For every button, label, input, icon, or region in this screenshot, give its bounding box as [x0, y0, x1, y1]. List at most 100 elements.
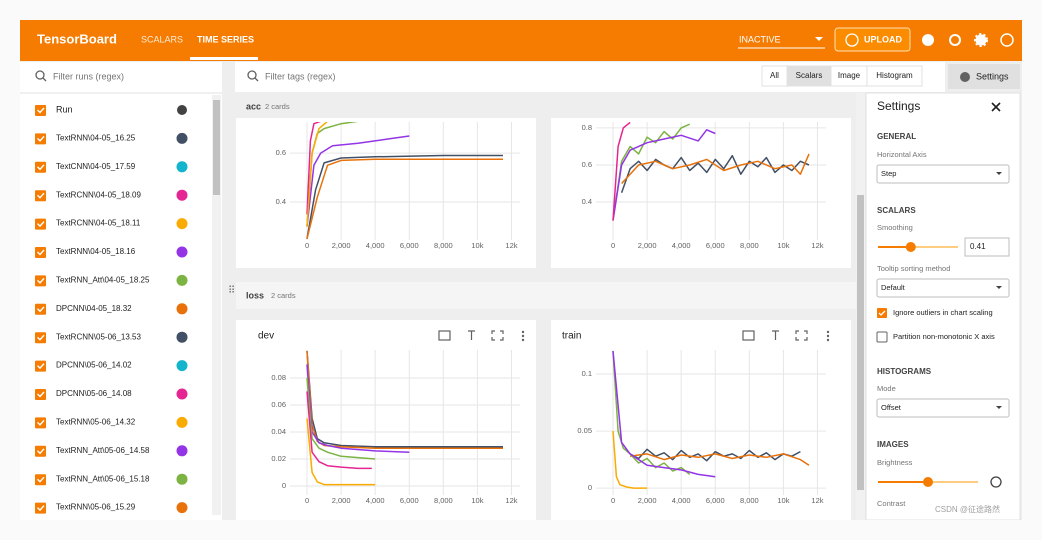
- run-color[interactable]: [176, 360, 188, 372]
- checkbox-checked[interactable]: [35, 275, 46, 287]
- x-tick-label: 8,000: [434, 496, 453, 505]
- x-tick-label: 4,000: [366, 496, 385, 505]
- pin-icon[interactable]: [772, 330, 779, 340]
- checkbox-checked[interactable]: [35, 360, 46, 372]
- run-name: DPCNN\05-06_14.08: [56, 389, 132, 398]
- reload-icon[interactable]: [949, 34, 961, 46]
- run-filter[interactable]: Filter runs (regex): [53, 71, 124, 81]
- fit-icon[interactable]: [438, 330, 451, 341]
- tab[interactable]: SCALARS: [141, 34, 183, 44]
- input[interactable]: [964, 237, 1010, 257]
- close-icon[interactable]: [991, 102, 1001, 112]
- run-color[interactable]: [176, 388, 188, 400]
- field-label: Mode: [877, 384, 896, 393]
- tab-underline: [190, 57, 258, 60]
- checkbox-checked[interactable]: [35, 218, 46, 230]
- help-icon[interactable]: [1000, 33, 1014, 47]
- view-toggle-label: All: [770, 71, 779, 80]
- tab-active[interactable]: TIME SERIES: [197, 34, 254, 44]
- series-line: [621, 153, 810, 185]
- fit-icon[interactable]: [742, 330, 755, 341]
- fullscreen-icon[interactable]: [795, 330, 808, 341]
- series-line: [306, 122, 321, 215]
- check: [37, 192, 45, 199]
- menu-icon: [826, 334, 830, 338]
- drag-handle[interactable]: ⠿: [228, 286, 235, 297]
- y-tick-label: 0.05: [577, 426, 592, 435]
- caret: [996, 406, 1002, 409]
- checkbox-checked[interactable]: [35, 389, 46, 400]
- run-color[interactable]: [176, 473, 188, 485]
- y-tick-label: 0.6: [276, 148, 286, 157]
- x-tick-label: 4,000: [672, 496, 691, 505]
- tag-filter[interactable]: Filter tags (regex): [265, 71, 336, 81]
- run-name: TextRNN\05-06_15.29: [56, 503, 136, 512]
- series-line: [306, 122, 328, 227]
- checkbox-checked[interactable]: [35, 417, 46, 429]
- run-color[interactable]: [176, 132, 188, 144]
- run-color[interactable]: [176, 161, 188, 173]
- select[interactable]: [876, 278, 1010, 298]
- menu-icon[interactable]: [521, 330, 525, 334]
- view-toggle[interactable]: [866, 65, 923, 87]
- checkbox-checked[interactable]: [35, 247, 46, 258]
- run-color[interactable]: [176, 274, 188, 286]
- series-line: [629, 448, 801, 462]
- checkbox[interactable]: [876, 331, 888, 343]
- upload-label: UPLOAD: [864, 34, 903, 44]
- checkbox-checked[interactable]: [35, 303, 46, 315]
- series-line: [306, 350, 503, 448]
- checkbox-checked[interactable]: [35, 445, 46, 457]
- section-heading: IMAGES: [877, 440, 909, 449]
- run-color[interactable]: [176, 218, 188, 230]
- run-color[interactable]: [176, 502, 188, 514]
- checkbox-checked[interactable]: [35, 332, 46, 344]
- y-tick-label: 0.6: [582, 160, 592, 169]
- select[interactable]: [876, 398, 1010, 418]
- run-color[interactable]: [176, 303, 188, 315]
- plot: [306, 350, 503, 486]
- run-color[interactable]: [176, 246, 188, 258]
- palette-icon[interactable]: [177, 105, 187, 115]
- y-tick-label: 0.02: [271, 454, 286, 463]
- run-color[interactable]: [176, 331, 188, 343]
- caret: [996, 286, 1002, 289]
- pin-icon[interactable]: [468, 330, 475, 340]
- scroll-thumb[interactable]: [857, 195, 864, 490]
- theme-icon[interactable]: [922, 34, 934, 46]
- run-color[interactable]: [176, 189, 188, 201]
- run-name: TextRNN_Att\04-05_18.25: [56, 276, 150, 285]
- checkbox-checked[interactable]: [35, 502, 46, 514]
- series-line: [306, 418, 376, 486]
- check: [37, 391, 45, 398]
- scroll-thumb[interactable]: [213, 100, 220, 195]
- settings-button[interactable]: [948, 64, 1020, 89]
- checkbox-checked[interactable]: [35, 105, 46, 116]
- series-line: [306, 391, 372, 470]
- x-tick-label: 10k: [471, 241, 483, 250]
- settings-icon[interactable]: [974, 33, 988, 47]
- slider-knob[interactable]: [923, 477, 933, 487]
- x-tick-label: 12k: [505, 496, 517, 505]
- series-line: [306, 154, 503, 239]
- series-line: [629, 453, 810, 466]
- check: [37, 306, 45, 313]
- check: [878, 310, 886, 316]
- run-color[interactable]: [176, 416, 188, 428]
- checkbox-checked[interactable]: [35, 161, 46, 173]
- checkbox-checked[interactable]: [35, 474, 46, 486]
- menu-icon[interactable]: [826, 330, 830, 334]
- checkbox-checked[interactable]: [877, 308, 887, 318]
- run-color[interactable]: [176, 445, 188, 457]
- select[interactable]: [876, 164, 1010, 184]
- checkbox-checked[interactable]: [35, 190, 46, 202]
- fullscreen-icon[interactable]: [491, 330, 504, 341]
- slider-knob[interactable]: [905, 242, 916, 252]
- checkbox-checked[interactable]: [35, 133, 46, 145]
- reload-select[interactable]: INACTIVE: [739, 34, 781, 44]
- x-tick-label: 8,000: [740, 496, 759, 505]
- reset-icon[interactable]: [990, 476, 1002, 488]
- field-label: Horizontal Axis: [877, 150, 927, 159]
- check: [37, 221, 45, 228]
